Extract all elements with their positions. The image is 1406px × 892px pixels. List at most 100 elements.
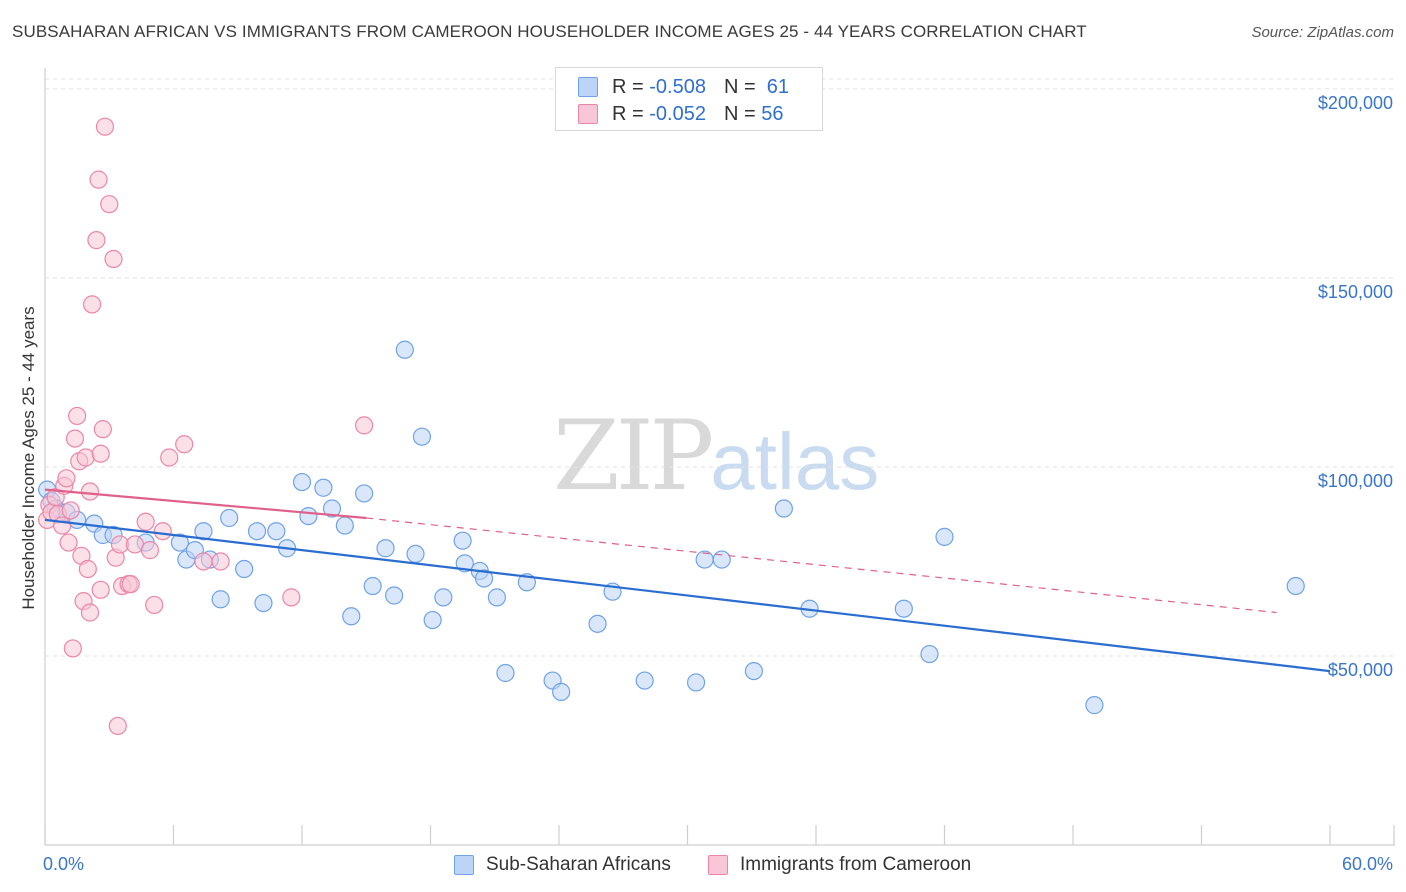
watermark: ZIPatlas [553,400,879,512]
point-cameroon [194,552,213,571]
axes [44,68,1395,846]
legend-n-value: 56 [761,102,784,125]
point-cameroon [175,435,194,454]
point-subsaharan [395,340,414,359]
point-subsaharan [552,682,571,701]
point-cameroon [93,420,112,439]
bottom-legend-label: Sub-Saharan Africans [486,854,671,875]
chart-title: SUBSAHARAN AFRICAN VS IMMIGRANTS FROM CA… [12,22,1087,41]
legend-n-value: 61 [766,75,790,98]
y-tick-label: $200,000 [1318,93,1393,113]
point-cameroon [65,429,85,448]
point-subsaharan [355,484,374,503]
point-cameroon [91,580,110,599]
point-subsaharan [342,607,361,626]
point-subsaharan [1085,696,1104,715]
point-subsaharan [434,588,453,607]
point-subsaharan [247,522,267,541]
source-label: Source: ZipAtlas.com [1251,24,1394,41]
point-cameroon [80,482,100,501]
point-subsaharan [335,516,354,535]
point-cameroon [136,512,155,531]
point-subsaharan [299,506,318,526]
point-subsaharan [267,522,286,541]
point-subsaharan [423,610,442,630]
y-axis-title: Householder Income Ages 25 - 44 years [19,306,38,609]
point-subsaharan [322,499,342,518]
legend-r-label: R = [612,102,644,125]
point-subsaharan [314,478,333,497]
point-subsaharan [235,559,254,579]
point-subsaharan [487,588,506,607]
x-tick-label-max: 60.0% [1342,854,1393,874]
legend-r-value: -0.052 [649,102,706,125]
point-cameroon [61,501,80,520]
legend-swatch-blue [578,77,598,97]
point-cameroon [121,575,140,594]
legend-row-cameroon: R = -0.052 N = 56 [578,101,783,127]
stats-legend: R = -0.508 N = 61 R = -0.052 N = 56 [555,67,823,131]
point-subsaharan [220,508,239,528]
point-cameroon [91,444,110,463]
point-cameroon [282,588,301,607]
point-subsaharan [474,569,494,588]
point-cameroon [355,416,374,435]
x-tick-label-min: 0.0% [43,854,84,874]
legend-n-label: N = [723,75,756,98]
point-subsaharan [920,644,939,664]
trend-line-subsaharan [44,518,1331,673]
point-cameroon [80,603,100,622]
bottom-legend-cameroon: Immigrants from Cameroon [708,852,971,878]
point-cameroon [68,406,87,426]
bottom-legend-subsaharan: Sub-Saharan Africans [454,852,671,878]
point-subsaharan [455,554,474,573]
legend-row-subsaharan: R = -0.508 N = 61 [578,74,789,100]
point-subsaharan [194,522,213,541]
point-subsaharan [1286,576,1305,596]
point-cameroon [53,516,72,535]
trend-line-cameroon [44,488,367,520]
trend-line-cameroon-extension [366,517,1277,614]
point-cameroon [89,170,108,189]
tick-labels: $50,000 $100,000 $150,000 $200,000 0.0% 60.0%… [19,93,1393,874]
bottom-legend-label: Immigrants from Cameroon [740,854,972,875]
point-subsaharan [686,673,706,692]
point-subsaharan [211,590,230,609]
legend-swatch-pink [578,104,598,124]
point-cameroon [104,249,123,269]
data-points [38,117,1305,736]
point-cameroon [59,533,78,552]
watermark-zip: ZIP [553,400,714,512]
point-cameroon [78,559,97,579]
point-cameroon [57,469,76,488]
point-subsaharan [292,472,312,492]
point-cameroon [160,448,179,467]
point-cameroon [63,639,82,658]
point-subsaharan [254,593,273,613]
point-subsaharan [894,599,913,618]
legend-r-value: -0.508 [649,75,706,98]
point-subsaharan [384,586,404,605]
point-subsaharan [935,527,954,546]
bottom-swatch-blue [454,855,474,875]
point-cameroon [153,522,172,541]
point-cameroon [100,195,119,214]
bottom-swatch-pink [708,855,728,875]
point-subsaharan [363,576,382,596]
point-subsaharan [588,614,607,633]
y-tick-label: $100,000 [1318,471,1393,491]
legend-n-label: N = [723,102,756,125]
point-cameroon [83,295,102,314]
point-cameroon [145,595,164,615]
point-subsaharan [635,671,654,690]
y-tick-label: $150,000 [1318,282,1393,302]
point-subsaharan [406,544,425,564]
point-subsaharan [496,663,515,683]
point-cameroon [140,541,160,560]
point-subsaharan [453,531,472,550]
point-cameroon [211,552,230,571]
point-subsaharan [744,661,763,681]
watermark-atlas: atlas [710,417,880,506]
point-subsaharan [376,539,395,558]
